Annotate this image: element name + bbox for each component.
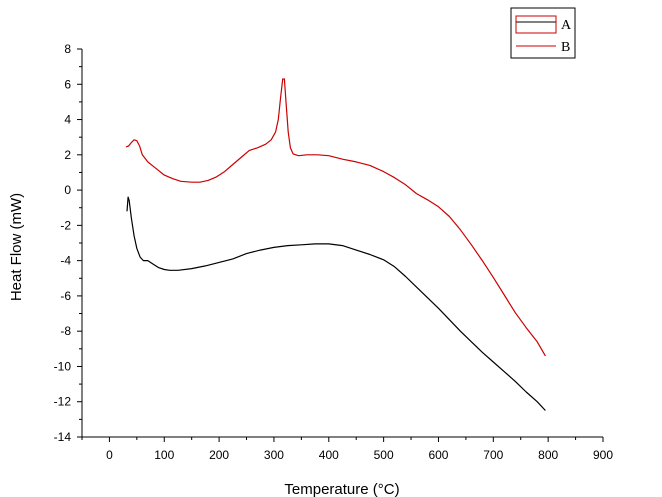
x-tick-label-800: 800	[538, 448, 558, 462]
y-tick-label--8: -8	[60, 324, 71, 338]
x-tick-label-500: 500	[374, 448, 394, 462]
x-tick-label-0: 0	[106, 448, 113, 462]
legend-label-b: B	[561, 40, 570, 55]
chart-legend: A B	[510, 7, 576, 59]
plot-axes	[81, 49, 603, 438]
y-tick-label-0: 0	[64, 183, 71, 197]
y-tick-label--4: -4	[60, 254, 71, 268]
plot-series	[125, 78, 546, 411]
x-tick-label-700: 700	[483, 448, 503, 462]
series-line-a	[126, 196, 546, 411]
y-tick-label-4: 4	[64, 113, 71, 127]
x-tick-label-300: 300	[264, 448, 284, 462]
series-line-b	[125, 78, 546, 357]
y-tick-label-6: 6	[64, 77, 71, 91]
x-tick-label-900: 900	[593, 448, 613, 462]
y-tick-label-8: 8	[64, 42, 71, 56]
y-axis-ticks: 8 6 4 2 0 -2 -4 -6 -8 -10 -12 -14	[54, 42, 82, 444]
y-tick-label--12: -12	[54, 395, 72, 409]
y-axis-title: Heat Flow (mW)	[8, 193, 25, 301]
legend-frame-a	[515, 15, 557, 34]
x-axis-ticks: 0 100 200 300 400 500 600 700 800 900	[81, 437, 613, 462]
x-tick-label-100: 100	[154, 448, 174, 462]
y-tick-label-2: 2	[64, 148, 71, 162]
y-tick-label--14: -14	[54, 430, 72, 444]
x-axis-title: Temperature (°C)	[284, 481, 399, 497]
x-tick-label-400: 400	[319, 448, 339, 462]
y-tick-label--10: -10	[54, 359, 72, 373]
y-tick-label--2: -2	[60, 218, 71, 232]
y-tick-label--6: -6	[60, 289, 71, 303]
legend-label-a: A	[561, 18, 572, 33]
x-tick-label-200: 200	[209, 448, 229, 462]
x-tick-label-600: 600	[428, 448, 448, 462]
